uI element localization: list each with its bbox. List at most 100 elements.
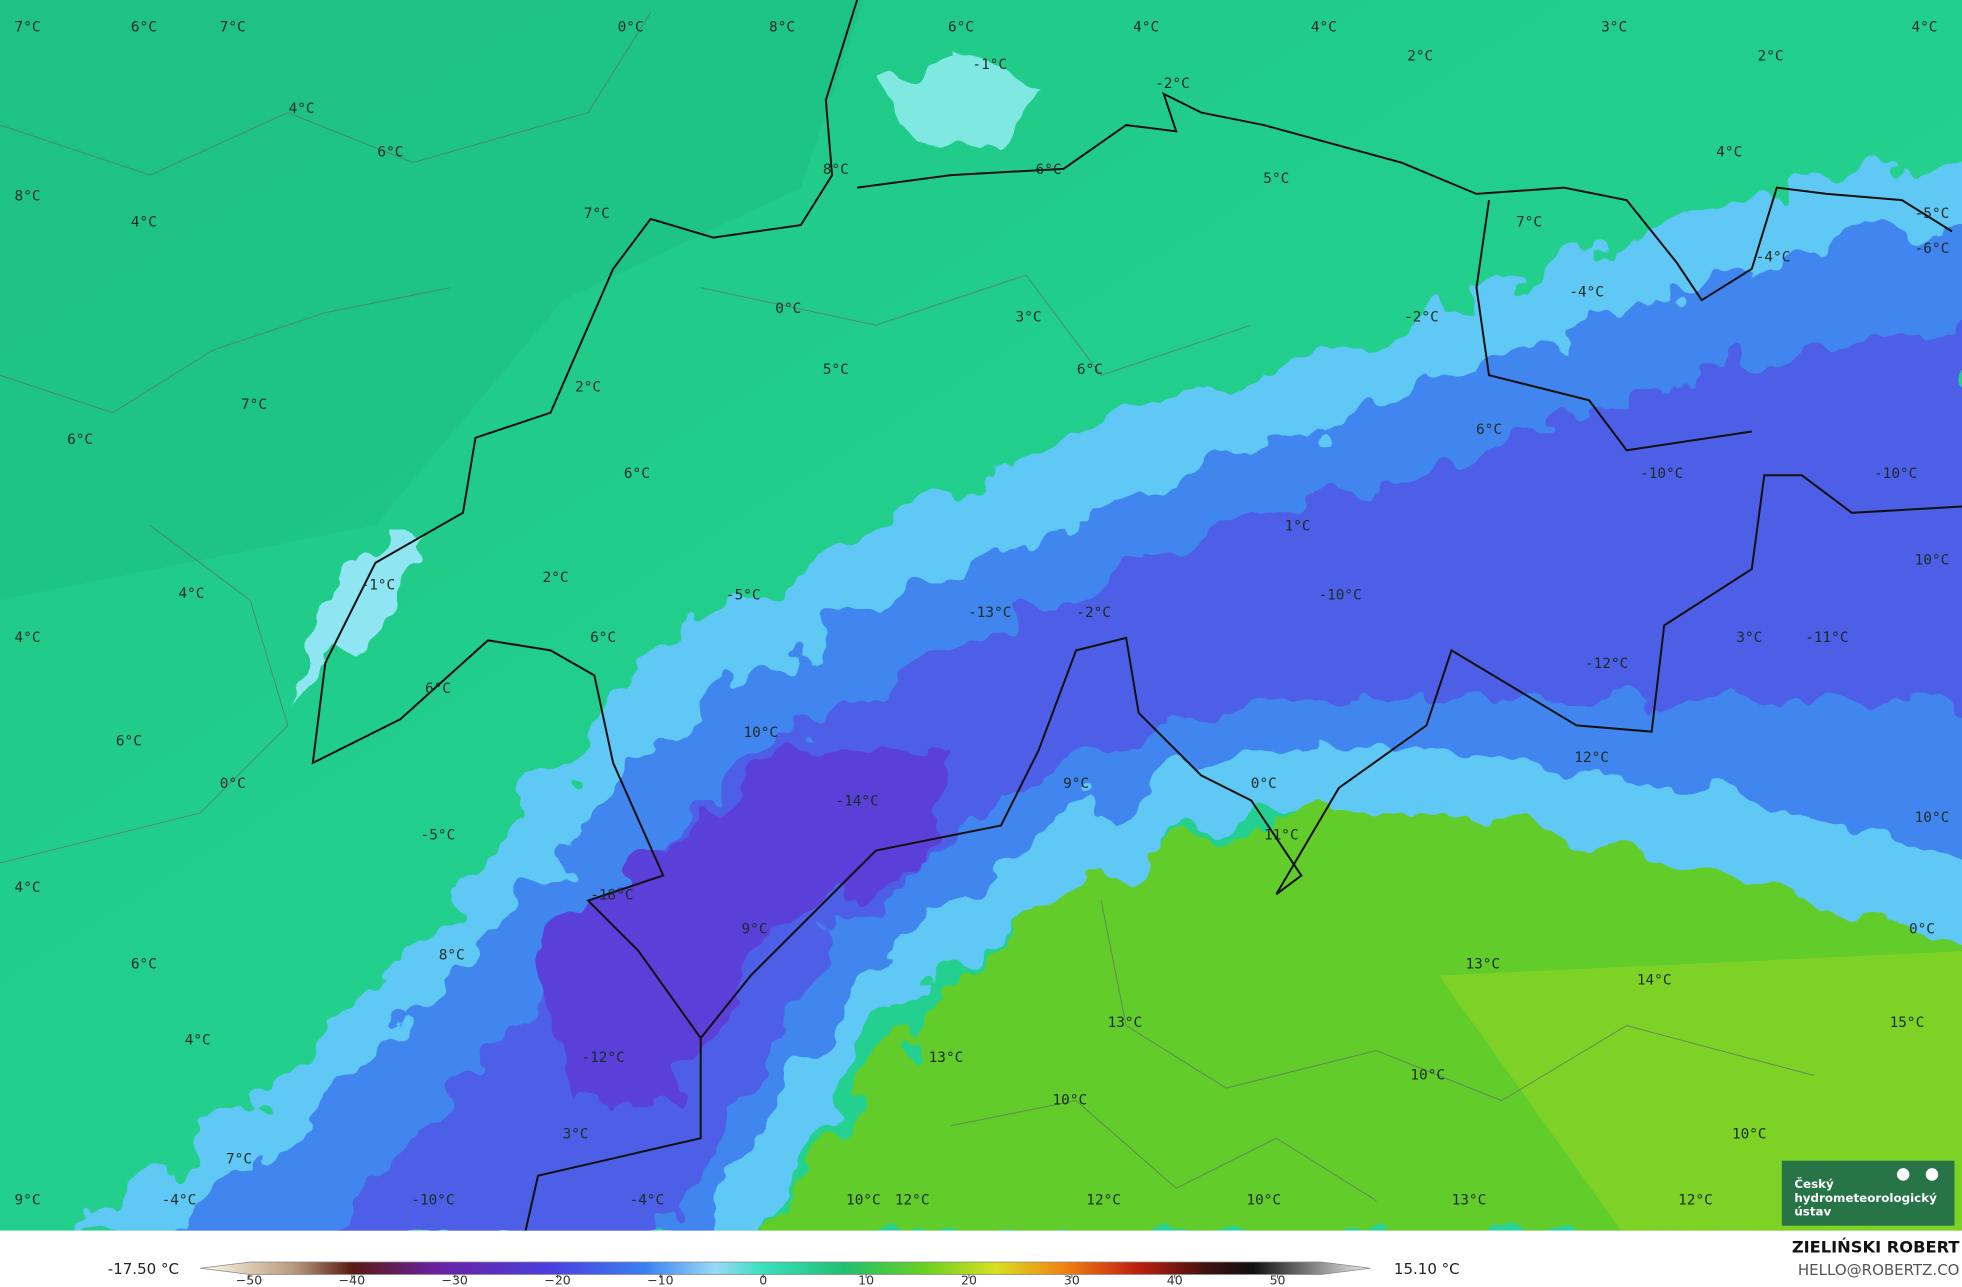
temperature-label: -5°C (1915, 206, 1950, 222)
temperature-label: 6°C (131, 956, 157, 972)
temperature-label: 15°C (1890, 1015, 1925, 1031)
temperature-label: -14°C (835, 794, 878, 810)
temperature-label: 4°C (131, 215, 157, 231)
temperature-label: 6°C (425, 681, 451, 697)
colorbar-tick-label: 10 (858, 1273, 874, 1287)
credit-author: ZIELIŃSKI ROBERT (1792, 1238, 1960, 1257)
temperature-label: 14°C (1637, 973, 1672, 989)
temperature-label: -12°C (1585, 656, 1628, 672)
temperature-label: 3°C (1016, 310, 1042, 326)
colorbar-tick-label: 30 (1064, 1273, 1080, 1287)
temperature-label: 10°C (846, 1193, 881, 1209)
colorbar-tick-label: −20 (544, 1273, 570, 1287)
temperature-label: -5°C (726, 587, 761, 603)
temperature-label: 9°C (742, 921, 768, 937)
temperature-label: -1°C (972, 57, 1007, 73)
temperature-labels: 7°C 6°C 7°C 0°C 8°C 6°C 4°C 4°C 3°C 4°C 2°C 2°C -1°C… (15, 20, 1950, 1209)
temperature-label: -5°C (421, 827, 456, 843)
temperature-label: 6°C (67, 432, 93, 448)
temperature-label: -4°C (630, 1193, 665, 1209)
temperature-label: 6°C (590, 630, 616, 646)
temperature-label: 4°C (1911, 20, 1937, 36)
logo-line: hydrometeorologický (1794, 1191, 1937, 1205)
temperature-label: -18°C (590, 888, 633, 904)
temperature-label: 10°C (743, 725, 778, 741)
temperature-label: 11°C (1264, 827, 1299, 843)
temperature-label: 10°C (1410, 1068, 1445, 1084)
colorbar-tick-label: 40 (1167, 1273, 1183, 1287)
temperature-label: 6°C (1476, 422, 1502, 438)
temperature-label: -6°C (1915, 241, 1950, 257)
temperature-label: 0°C (220, 776, 246, 792)
temperature-label: 12°C (1678, 1193, 1713, 1209)
temperature-label: 4°C (178, 586, 204, 602)
temperature-label: 8°C (823, 162, 849, 178)
temperature-label: 3°C (563, 1126, 589, 1142)
temperature-label: 5°C (823, 362, 849, 378)
colorbar-tick-label: −10 (647, 1273, 673, 1287)
temperature-label: 9°C (1063, 776, 1089, 792)
temperature-label: -4°C (1756, 250, 1791, 266)
temperature-label: 2°C (1407, 48, 1433, 64)
logo-line: Český (1794, 1176, 1834, 1191)
temperature-label: 0°C (1909, 921, 1935, 937)
temperature-label: -10°C (1640, 466, 1683, 482)
temperature-label: -10°C (1874, 466, 1917, 482)
temperature-label: -2°C (1404, 310, 1439, 326)
temperature-label: 2°C (575, 380, 601, 396)
credit-email: HELLO@ROBERTZ.CO (1798, 1261, 1960, 1279)
temperature-label: 8°C (439, 948, 465, 964)
temperature-label: 10°C (1053, 1093, 1088, 1109)
colorbar-tick-label: 0 (759, 1273, 767, 1287)
temperature-label: 7°C (220, 20, 246, 36)
temperature-label: 6°C (377, 145, 403, 161)
temperature-label: 10°C (1246, 1193, 1281, 1209)
temperature-label: 10°C (1732, 1126, 1767, 1142)
colorbar-tick-label: −50 (236, 1273, 262, 1287)
temperature-label: 0°C (618, 20, 644, 36)
temperature-label: 6°C (1036, 162, 1062, 178)
temperature-label: -4°C (162, 1193, 197, 1209)
colorbar-tick-label: 20 (961, 1273, 977, 1287)
temperature-label: 6°C (1077, 362, 1103, 378)
temperature-label: 0°C (1251, 776, 1277, 792)
temperature-label: 4°C (185, 1033, 211, 1049)
temperature-label: 13°C (1452, 1193, 1487, 1209)
temperature-label: 10°C (1915, 810, 1950, 826)
temperature-label: 3°C (1601, 20, 1627, 36)
temperature-label: 1°C (1285, 519, 1311, 535)
temperature-label: 2°C (1758, 48, 1784, 64)
temperature-label: 4°C (1716, 145, 1742, 161)
temperature-label: 13°C (1465, 956, 1500, 972)
temperature-label: 6°C (948, 20, 974, 36)
temperature-label: -1°C (361, 577, 396, 593)
temperature-label: 7°C (15, 20, 41, 36)
temperature-label: 5°C (1263, 171, 1289, 187)
colorbar-ticks: −50 −40 −30 −20 −10 0 10 20 30 40 50 (236, 1273, 1286, 1287)
temperature-label: 4°C (289, 101, 315, 117)
temperature-label: 0°C (775, 301, 801, 317)
colorbar-tick-label: −30 (442, 1273, 468, 1287)
temperature-label: 13°C (1108, 1015, 1143, 1031)
colorbar (200, 1261, 1371, 1275)
temperature-label: 8°C (769, 20, 795, 36)
temperature-label: 4°C (1311, 20, 1337, 36)
temperature-label: 3°C (1736, 630, 1762, 646)
colorbar-max: 15.10 °C (1394, 1260, 1460, 1278)
temperature-label: -13°C (968, 605, 1011, 621)
temperature-label: -10°C (411, 1193, 454, 1209)
temperature-label: 9°C (15, 1193, 41, 1209)
temperature-label: 10°C (1915, 552, 1950, 568)
temperature-label: 6°C (624, 466, 650, 482)
temperature-label: -12°C (581, 1050, 624, 1066)
temperature-label: -11°C (1805, 630, 1848, 646)
temperature-label: 13°C (929, 1050, 964, 1066)
temperature-label: -2°C (1076, 605, 1111, 621)
temperature-label: 4°C (1133, 20, 1159, 36)
temperature-label: 7°C (226, 1151, 252, 1167)
temperature-label: 7°C (1516, 215, 1542, 231)
temperature-label: 4°C (15, 630, 41, 646)
logo: Český hydrometeorologický ústav (1781, 1160, 1955, 1226)
temperature-label: 8°C (15, 188, 41, 204)
